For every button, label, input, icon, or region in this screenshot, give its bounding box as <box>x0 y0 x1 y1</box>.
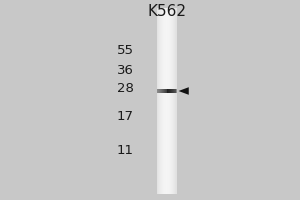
Text: 36: 36 <box>117 64 134 77</box>
Bar <box>160 8 161 194</box>
Bar <box>165 8 166 194</box>
Bar <box>169 8 170 194</box>
Text: 17: 17 <box>116 110 134 123</box>
Text: 11: 11 <box>116 144 134 158</box>
Bar <box>165 89 166 93</box>
Bar <box>157 89 158 93</box>
Bar <box>164 89 165 93</box>
Bar <box>161 8 162 194</box>
Text: K562: K562 <box>147 4 186 20</box>
Bar <box>157 8 158 194</box>
Bar <box>170 8 171 194</box>
Bar <box>171 8 172 194</box>
Bar <box>170 8 171 194</box>
Bar <box>171 8 172 194</box>
Bar <box>159 8 160 194</box>
Bar <box>169 89 171 93</box>
Bar <box>168 8 169 194</box>
Bar <box>166 89 167 93</box>
Bar <box>159 89 160 93</box>
Text: 55: 55 <box>116 45 134 58</box>
Bar <box>169 89 170 93</box>
Bar <box>162 89 163 93</box>
Bar <box>167 8 168 194</box>
Text: 28: 28 <box>117 82 134 96</box>
Bar <box>172 8 173 194</box>
Bar <box>169 8 170 194</box>
Polygon shape <box>178 87 189 95</box>
Bar <box>167 89 169 93</box>
Bar <box>164 8 165 194</box>
Bar <box>159 8 160 194</box>
Bar <box>174 8 175 194</box>
Bar <box>158 8 159 194</box>
Bar <box>162 8 163 194</box>
Bar <box>173 8 174 194</box>
Bar <box>160 8 161 194</box>
Bar <box>175 8 176 194</box>
Bar <box>160 89 161 93</box>
Bar <box>161 89 162 93</box>
Bar <box>173 89 175 93</box>
Bar <box>163 8 164 194</box>
Bar <box>163 89 164 93</box>
Bar <box>166 8 167 194</box>
Bar <box>172 8 173 194</box>
Bar <box>163 8 164 194</box>
Bar <box>175 89 176 93</box>
Bar <box>157 8 158 194</box>
Bar <box>167 89 168 93</box>
Bar <box>167 8 168 194</box>
Bar <box>171 89 173 93</box>
Bar <box>170 89 172 93</box>
Bar <box>158 89 159 93</box>
Bar <box>174 89 175 93</box>
Bar <box>173 8 174 194</box>
Bar <box>172 89 174 93</box>
Bar <box>174 8 175 194</box>
